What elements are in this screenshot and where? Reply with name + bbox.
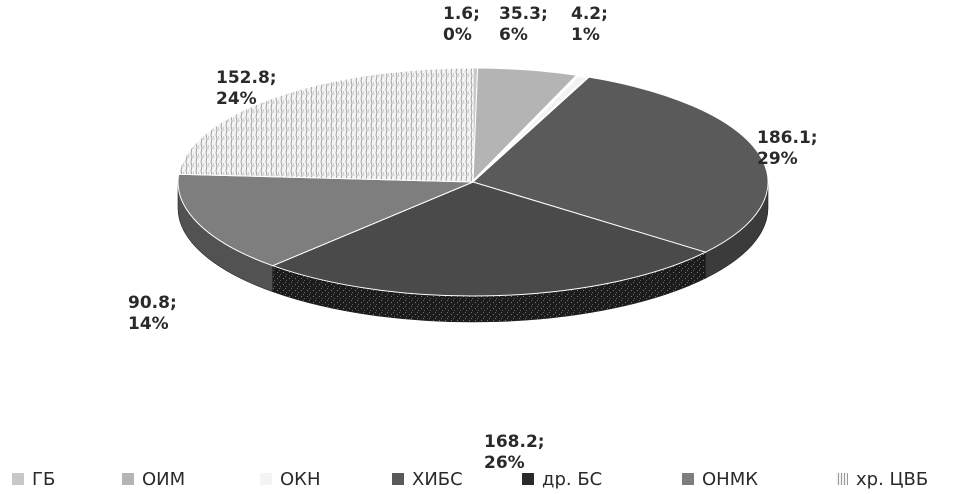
legend-swatch bbox=[392, 473, 404, 485]
legend-item: др. БС bbox=[522, 466, 602, 492]
legend-swatch bbox=[836, 473, 848, 485]
data-label-3: 186.1; 29% bbox=[757, 128, 818, 170]
data-label-2: 4.2; 1% bbox=[571, 4, 608, 46]
data-label-percent: 14% bbox=[128, 314, 169, 334]
data-label-0: 1.6; 0% bbox=[443, 4, 480, 46]
legend: ГБ ОИМ ОКН ХИБС др. БС ОНМК хр. ЦВБ bbox=[0, 466, 954, 494]
data-label-percent: 24% bbox=[216, 89, 257, 109]
data-label-percent: 0% bbox=[443, 25, 472, 45]
legend-label: др. БС bbox=[542, 468, 603, 490]
pie-slice-6 bbox=[178, 67, 474, 183]
legend-item: ОНМК bbox=[682, 466, 758, 492]
data-label-4: 168.2; 26% bbox=[484, 432, 545, 474]
legend-item: ГБ bbox=[12, 466, 55, 492]
legend-label: ХИБС bbox=[412, 468, 463, 490]
legend-swatch bbox=[12, 473, 24, 485]
legend-item: ХИБС bbox=[392, 466, 463, 492]
legend-swatch bbox=[522, 473, 534, 485]
data-label-5: 90.8; 14% bbox=[128, 293, 177, 335]
legend-swatch bbox=[122, 473, 134, 485]
data-label-value: 35.3; bbox=[499, 4, 548, 24]
legend-label: ОНМК bbox=[702, 468, 759, 490]
legend-item: ОКН bbox=[260, 466, 320, 492]
legend-label: ОИМ bbox=[142, 468, 186, 490]
data-label-value: 4.2; bbox=[571, 4, 608, 24]
legend-label: хр. ЦВБ bbox=[856, 468, 929, 490]
data-label-1: 35.3; 6% bbox=[499, 4, 548, 46]
legend-swatch bbox=[260, 473, 272, 485]
legend-item: хр. ЦВБ bbox=[836, 466, 928, 492]
legend-swatch bbox=[682, 473, 694, 485]
data-label-value: 152.8; bbox=[216, 68, 277, 88]
pie-slice-5 bbox=[177, 173, 474, 267]
data-label-percent: 6% bbox=[499, 25, 528, 45]
data-label-value: 186.1; bbox=[757, 128, 818, 148]
pie-slice-3 bbox=[472, 76, 769, 253]
data-label-6: 152.8; 24% bbox=[216, 68, 277, 110]
legend-label: ГБ bbox=[32, 468, 56, 490]
legend-item: ОИМ bbox=[122, 466, 185, 492]
legend-label: ОКН bbox=[280, 468, 321, 490]
data-label-percent: 1% bbox=[571, 25, 600, 45]
data-label-value: 90.8; bbox=[128, 293, 177, 313]
data-label-percent: 29% bbox=[757, 149, 798, 169]
data-label-value: 1.6; bbox=[443, 4, 480, 24]
data-label-percent: 26% bbox=[484, 453, 525, 473]
pie-slice-4 bbox=[271, 181, 707, 297]
data-label-value: 168.2; bbox=[484, 432, 545, 452]
